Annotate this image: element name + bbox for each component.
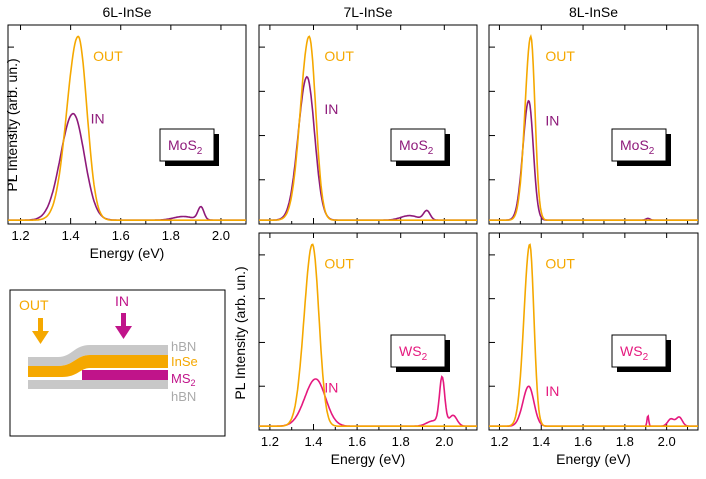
x-axis-label: Energy (eV) xyxy=(90,245,165,261)
x-tick-label: 1.4 xyxy=(304,434,322,449)
plot-frame xyxy=(7,24,247,225)
panel-top-middle: 7L-InSe MoS2 OUT IN xyxy=(258,4,478,225)
panel-top-left: 1.2 1.4 1.6 1.8 2.0 6L-InSe Energy (eV) MoS2 OUT… xyxy=(7,4,247,261)
series-in xyxy=(489,385,698,427)
x-tick-label: 1.6 xyxy=(574,434,592,449)
series-out xyxy=(259,35,477,221)
ms2-layer xyxy=(82,370,168,380)
material-label: WS2 xyxy=(620,343,649,363)
material-label-sub: 2 xyxy=(422,352,428,363)
x-tick-label: 2.0 xyxy=(658,434,676,449)
x-tick-label: 1.8 xyxy=(616,434,634,449)
x-tick-label: 1.6 xyxy=(112,228,130,243)
layer-schematic: OUT IN hBN InSe MS2 hBN xyxy=(9,289,226,437)
panel-title: 8L-InSe xyxy=(569,4,618,20)
x-axis-label: Energy (eV) xyxy=(331,451,406,467)
material-box: MoS2 xyxy=(159,128,219,166)
hbn-bottom-layer xyxy=(28,380,168,389)
material-label-base: WS xyxy=(620,343,643,359)
layer-label-hbn-bottom: hBN xyxy=(171,389,196,404)
material-label-sub: 2 xyxy=(649,146,655,157)
plot-frame xyxy=(258,232,478,431)
x-tick-label: 1.8 xyxy=(162,228,180,243)
plot-frame xyxy=(258,24,478,225)
material-label-sub: 2 xyxy=(428,146,434,157)
panel-top-right: 8L-InSe MoS2 OUT IN xyxy=(488,4,699,225)
x-tick-label: 1.8 xyxy=(392,434,410,449)
panel-bottom-middle: 1.2 1.4 1.6 1.8 2.0 Energy (eV) WS2 OUT IN xyxy=(258,232,478,467)
material-box: WS2 xyxy=(390,334,450,372)
x-tick-label: 1.2 xyxy=(490,434,508,449)
material-label: MoS2 xyxy=(168,137,203,157)
curve-label-out: OUT xyxy=(545,256,575,272)
material-box: MoS2 xyxy=(390,128,450,166)
panel-title: 7L-InSe xyxy=(343,4,392,20)
x-tick-label: 2.0 xyxy=(212,228,230,243)
in-arrow-head xyxy=(115,326,132,339)
x-axis-label: Energy (eV) xyxy=(556,451,631,467)
material-box-frame xyxy=(611,334,667,368)
y-axis-label-bottom: PL Intensity (arb. un.) xyxy=(232,266,248,399)
layer-label-inse: InSe xyxy=(171,354,198,369)
material-label-base: MoS xyxy=(168,137,197,153)
schematic-out-label: OUT xyxy=(19,297,49,313)
schematic-in-label: IN xyxy=(115,293,129,309)
panel-bottom-right: 1.2 1.4 1.6 1.8 2.0 Energy (eV) WS2 OUT IN xyxy=(488,232,699,467)
out-arrow-shaft xyxy=(38,318,43,332)
material-box: MoS2 xyxy=(611,128,671,166)
curve-label-in: IN xyxy=(91,111,105,127)
material-label-sub: 2 xyxy=(643,352,649,363)
material-label-base: WS xyxy=(399,343,422,359)
material-label: MoS2 xyxy=(620,137,655,157)
material-box-frame xyxy=(390,334,446,368)
curve-label-out: OUT xyxy=(93,48,123,64)
material-box-frame xyxy=(611,128,667,162)
series-out xyxy=(259,243,477,427)
x-tick-label: 1.2 xyxy=(261,434,279,449)
x-tick-label: 1.4 xyxy=(62,228,80,243)
x-tick-label: 1.4 xyxy=(532,434,550,449)
material-label-base: MoS xyxy=(620,137,649,153)
plot-frame xyxy=(488,232,699,431)
layer-label-ms2: MS2 xyxy=(171,371,196,388)
in-arrow-shaft xyxy=(121,313,126,327)
material-label: WS2 xyxy=(399,343,428,363)
y-axis-label-top: PL Intensity (arb. un.) xyxy=(4,58,20,191)
material-box-frame xyxy=(159,128,215,162)
material-box: WS2 xyxy=(611,334,671,372)
series-out xyxy=(489,243,698,427)
x-tick-label: 1.2 xyxy=(11,228,29,243)
inse-layer xyxy=(28,355,168,377)
x-tick-label: 2.0 xyxy=(435,434,453,449)
material-box-frame xyxy=(390,128,446,162)
curve-label-in: IN xyxy=(545,383,559,399)
curve-label-out: OUT xyxy=(545,48,575,64)
layer-label-ms2-sub: 2 xyxy=(191,378,196,388)
series-out xyxy=(8,35,246,221)
curve-label-out: OUT xyxy=(324,48,354,64)
out-arrow-head xyxy=(32,331,49,344)
material-label-base: MoS xyxy=(399,137,428,153)
panel-title: 6L-InSe xyxy=(102,4,151,20)
material-label: MoS2 xyxy=(399,137,434,157)
x-tick-label: 1.6 xyxy=(348,434,366,449)
curve-label-out: OUT xyxy=(324,256,354,272)
layer-label-hbn-top: hBN xyxy=(171,339,196,354)
hbn-top-layer xyxy=(28,345,168,366)
plot-frame xyxy=(488,24,699,225)
material-label-sub: 2 xyxy=(197,146,203,157)
curve-label-in: IN xyxy=(324,101,338,117)
curve-label-in: IN xyxy=(324,379,338,395)
series-out xyxy=(489,34,698,221)
curve-label-in: IN xyxy=(545,112,559,128)
